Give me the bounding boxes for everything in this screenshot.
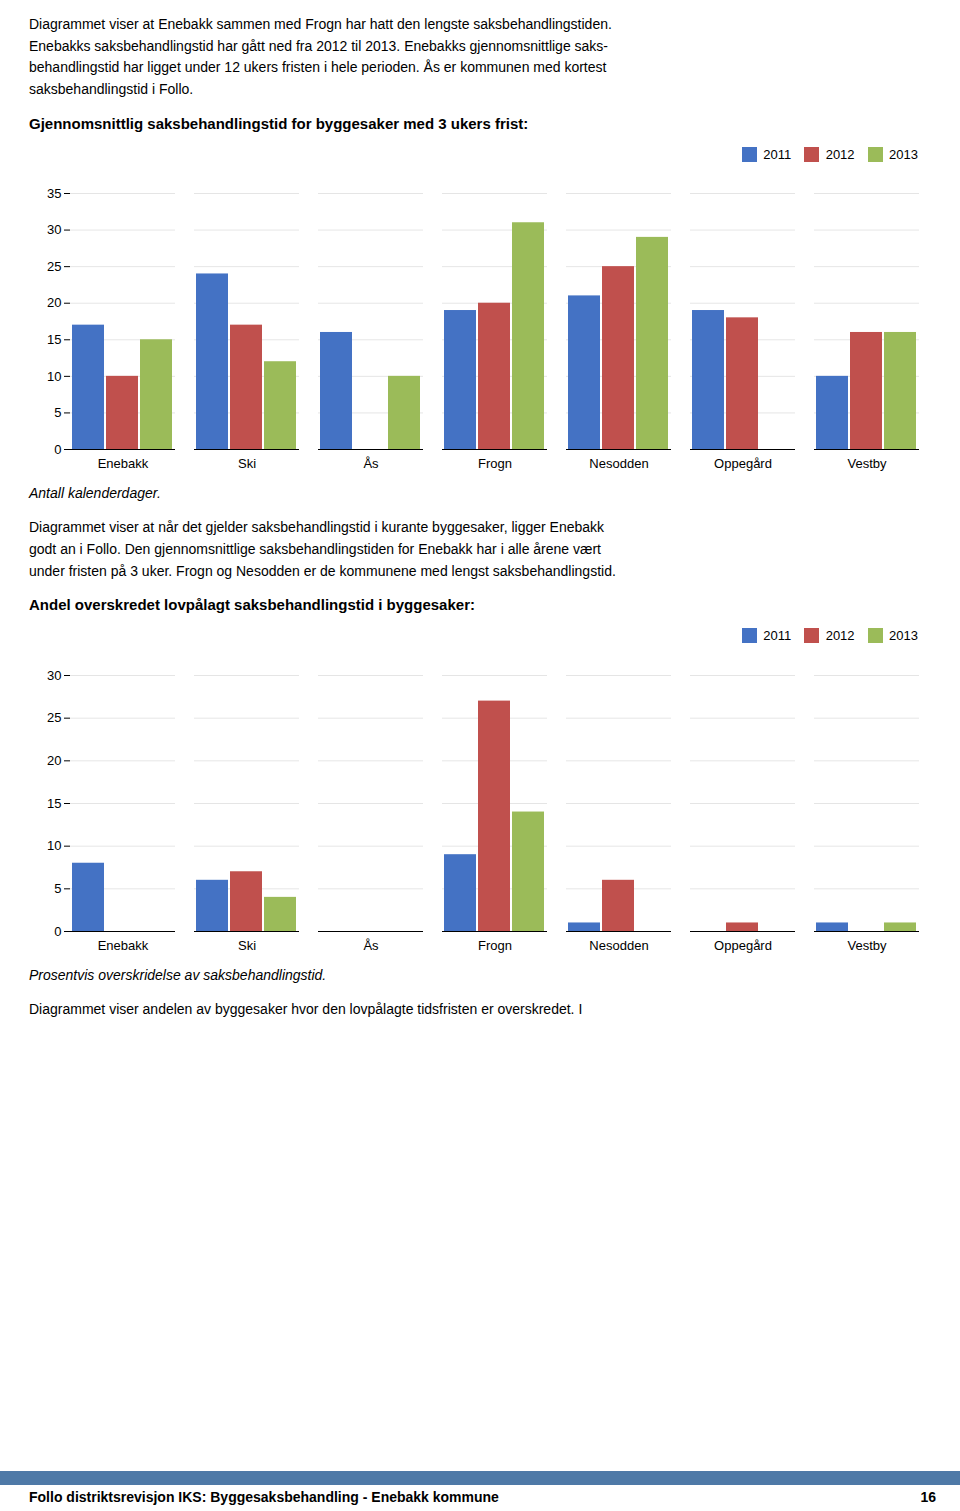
svg-text:10: 10 xyxy=(47,369,61,384)
svg-text:0: 0 xyxy=(54,442,61,457)
svg-text:5: 5 xyxy=(54,405,61,420)
html-text:Follo distriktsrevisjon IKS: B: Follo distriktsrevisjon IKS: Byggesaksbe… xyxy=(29,1489,499,1505)
svg-text:Nesodden: Nesodden xyxy=(589,938,648,953)
svg-text:Oppegård: Oppegård xyxy=(714,938,772,953)
svg-text:5: 5 xyxy=(54,881,61,896)
svg-text:15: 15 xyxy=(47,795,61,810)
svg-text:20: 20 xyxy=(47,753,61,768)
html-text:2011: 2011 xyxy=(763,628,792,644)
html-text:Diagrammet viser at Enebakk sa: Diagrammet viser at Enebakk sammen med F… xyxy=(29,16,612,98)
svg-text:Frogn: Frogn xyxy=(478,456,512,471)
html-text:2012: 2012 xyxy=(825,146,855,162)
svg-text:Oppegård: Oppegård xyxy=(714,456,772,471)
svg-text:Vestby: Vestby xyxy=(847,938,887,953)
svg-text:35: 35 xyxy=(47,186,61,201)
html-text:16: 16 xyxy=(920,1489,936,1505)
svg-text:Ski: Ski xyxy=(238,456,256,471)
svg-text:Enebakk: Enebakk xyxy=(98,938,149,953)
html-text:Antall kalenderdager.: Antall kalenderdager. xyxy=(29,485,161,502)
html-text:Prosentvis overskridelse av sa: Prosentvis overskridelse av saksbehandli… xyxy=(29,966,327,983)
svg-text:25: 25 xyxy=(47,259,61,274)
svg-text:Vestby: Vestby xyxy=(847,456,887,471)
html-text:2011: 2011 xyxy=(763,146,792,162)
svg-text:15: 15 xyxy=(47,332,61,347)
svg-text:0: 0 xyxy=(54,923,61,938)
html-text:Diagrammet viser at når det gj: Diagrammet viser at når det gjelder saks… xyxy=(29,519,616,579)
html-text:Andel overskredet lovpålagt sa: Andel overskredet lovpålagt saksbehandli… xyxy=(29,596,475,614)
svg-text:Enebakk: Enebakk xyxy=(98,456,149,471)
html-text:Gjennomsnittlig saksbehandling: Gjennomsnittlig saksbehandlingstid for b… xyxy=(29,114,529,132)
svg-text:Ås: Ås xyxy=(363,938,379,953)
svg-text:30: 30 xyxy=(47,667,61,682)
svg-text:10: 10 xyxy=(47,838,61,853)
html-text:2012: 2012 xyxy=(825,628,855,644)
svg-text:Frogn: Frogn xyxy=(478,938,512,953)
svg-text:20: 20 xyxy=(47,296,61,311)
html-text:2013: 2013 xyxy=(889,146,918,162)
svg-text:25: 25 xyxy=(47,710,61,725)
svg-text:Ski: Ski xyxy=(238,938,256,953)
svg-text:Nesodden: Nesodden xyxy=(589,456,648,471)
html-text:Diagrammet viser andelen av by: Diagrammet viser andelen av byggesaker h… xyxy=(29,1000,583,1017)
svg-text:Ås: Ås xyxy=(363,456,379,471)
svg-text:30: 30 xyxy=(47,222,61,237)
html-text:2013: 2013 xyxy=(889,628,918,644)
